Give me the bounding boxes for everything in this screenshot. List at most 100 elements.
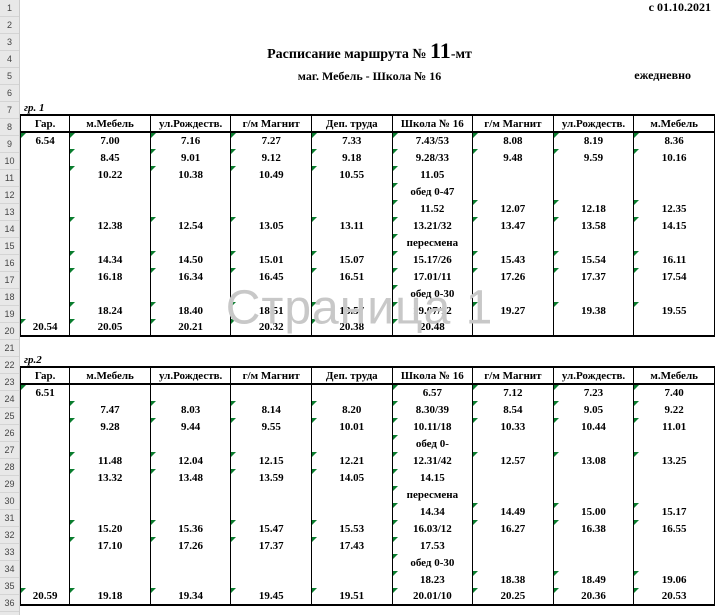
row-number: 5 — [0, 68, 19, 85]
time-cell: 11.05 — [392, 166, 473, 183]
row-number: 9 — [0, 136, 19, 153]
time-cell — [70, 571, 151, 588]
row-number: 12 — [0, 187, 19, 204]
time-cell: 10.01 — [311, 418, 392, 435]
time-cell: 18.23 — [392, 571, 473, 588]
time-cell — [553, 319, 634, 336]
table-row: пересмена — [21, 486, 715, 503]
time-cell — [150, 234, 231, 251]
table-row: 7.478.038.148.208.30/398.549.059.22 — [21, 401, 715, 418]
time-cell — [150, 486, 231, 503]
time-cell — [634, 486, 715, 503]
time-cell — [553, 166, 634, 183]
time-cell: 8.20 — [311, 401, 392, 418]
table-row: 11.5212.0712.1812.35 — [21, 200, 715, 217]
time-cell — [231, 384, 312, 401]
time-cell: 7.43/53 — [392, 132, 473, 149]
time-cell: 15.54 — [553, 251, 634, 268]
time-cell — [21, 503, 70, 520]
time-cell: 20.36 — [553, 588, 634, 605]
time-cell: 12.18 — [553, 200, 634, 217]
table-row: 6.547.007.167.277.337.43/538.088.198.36 — [21, 132, 715, 149]
time-cell — [634, 183, 715, 200]
time-cell: 10.44 — [553, 418, 634, 435]
time-cell — [21, 200, 70, 217]
time-cell: 15.07 — [311, 251, 392, 268]
time-cell: 15.00 — [553, 503, 634, 520]
row-number: 28 — [0, 459, 19, 476]
time-cell — [21, 234, 70, 251]
time-cell — [231, 486, 312, 503]
time-cell — [553, 435, 634, 452]
time-cell: 7.16 — [150, 132, 231, 149]
column-header: м.Мебель — [70, 115, 151, 132]
time-cell: 20.54 — [21, 319, 70, 336]
row-number: 24 — [0, 391, 19, 408]
time-cell — [150, 285, 231, 302]
time-cell — [21, 435, 70, 452]
row-number: 16 — [0, 255, 19, 272]
time-cell: 8.03 — [150, 401, 231, 418]
row-number: 8 — [0, 119, 19, 136]
time-cell: 18.40 — [150, 302, 231, 319]
time-cell — [21, 571, 70, 588]
time-cell: 12.21 — [311, 452, 392, 469]
time-cell — [311, 554, 392, 571]
time-cell: 18.24 — [70, 302, 151, 319]
time-cell: 10.38 — [150, 166, 231, 183]
time-cell — [634, 469, 715, 486]
row-number: 35 — [0, 578, 19, 595]
time-cell: 14.15 — [392, 469, 473, 486]
table-row: обед 0-30 — [21, 554, 715, 571]
time-cell: 11.01 — [634, 418, 715, 435]
table-row: 16.1816.3416.4516.5117.01/1117.2617.3717… — [21, 268, 715, 285]
time-cell: 9.28/33 — [392, 149, 473, 166]
time-cell: пересмена — [392, 234, 473, 251]
time-cell — [231, 183, 312, 200]
time-cell: 18.49 — [553, 571, 634, 588]
time-cell: 20.38 — [311, 319, 392, 336]
time-cell: 10.22 — [70, 166, 151, 183]
time-cell: 13.21/32 — [392, 217, 473, 234]
column-header: г/м Магнит — [231, 367, 312, 384]
row-number: 27 — [0, 442, 19, 459]
time-cell: пересмена — [392, 486, 473, 503]
time-cell: 13.05 — [231, 217, 312, 234]
time-cell: 20.21 — [150, 319, 231, 336]
time-cell: обед 0-47 — [392, 183, 473, 200]
time-cell — [634, 435, 715, 452]
time-cell: 12.07 — [473, 200, 554, 217]
time-cell: 7.00 — [70, 132, 151, 149]
row-number: 22 — [0, 357, 19, 374]
time-cell — [21, 401, 70, 418]
time-cell: 19.07/12 — [392, 302, 473, 319]
row-number: 13 — [0, 204, 19, 221]
row-number: 2 — [0, 17, 19, 34]
row-number: 18 — [0, 289, 19, 306]
time-cell: 19.45 — [231, 588, 312, 605]
time-cell: 16.03/12 — [392, 520, 473, 537]
time-cell: 13.48 — [150, 469, 231, 486]
table-row: 20.5919.1819.3419.4519.5120.01/1020.2520… — [21, 588, 715, 605]
time-cell: 10.16 — [634, 149, 715, 166]
group-1-label: гр. 1 — [20, 102, 719, 114]
time-cell: 20.48 — [392, 319, 473, 336]
time-cell: 15.20 — [70, 520, 151, 537]
row-number: 17 — [0, 272, 19, 289]
row-number: 32 — [0, 527, 19, 544]
time-cell: 8.14 — [231, 401, 312, 418]
time-cell: 9.22 — [634, 401, 715, 418]
time-cell: 8.54 — [473, 401, 554, 418]
row-number: 26 — [0, 425, 19, 442]
time-cell — [311, 183, 392, 200]
row-number: 6 — [0, 85, 19, 102]
table-row: 13.3213.4813.5914.0514.15 — [21, 469, 715, 486]
time-cell — [150, 200, 231, 217]
row-number: 11 — [0, 170, 19, 187]
time-cell: 15.17/26 — [392, 251, 473, 268]
time-cell — [634, 166, 715, 183]
time-cell: 7.33 — [311, 132, 392, 149]
time-cell — [150, 384, 231, 401]
column-header: Деп. труда — [311, 367, 392, 384]
time-cell: 12.35 — [634, 200, 715, 217]
